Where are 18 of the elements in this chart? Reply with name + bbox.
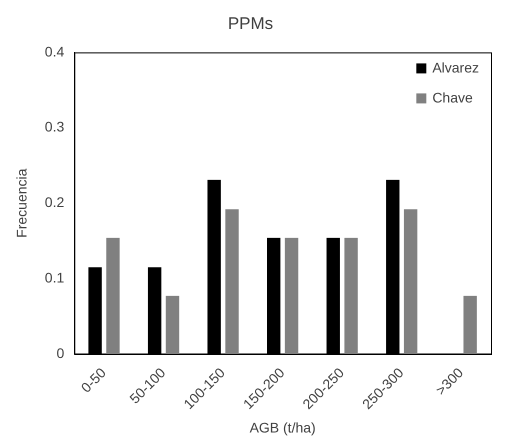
chart-title: PPMs [228, 14, 274, 33]
x-axis-title: AGB (t/ha) [250, 419, 316, 436]
bar [344, 238, 358, 354]
x-tick-label: 0-50 [78, 364, 110, 396]
legend-label: Chave [432, 89, 473, 106]
y-axis-title: Frecuencia [13, 168, 30, 238]
bar [284, 238, 298, 354]
y-tick-label: 0.4 [44, 43, 64, 60]
y-tick-label: 0 [56, 344, 64, 361]
bar [463, 296, 477, 354]
y-tick-label: 0.1 [44, 269, 64, 286]
bar [225, 209, 239, 354]
y-tick-label: 0.2 [44, 194, 64, 210]
legend-label: Alvarez [432, 59, 480, 76]
bar [404, 209, 418, 354]
bar [106, 238, 120, 354]
y-tick-label: 0.3 [44, 118, 64, 135]
bar [166, 296, 180, 354]
